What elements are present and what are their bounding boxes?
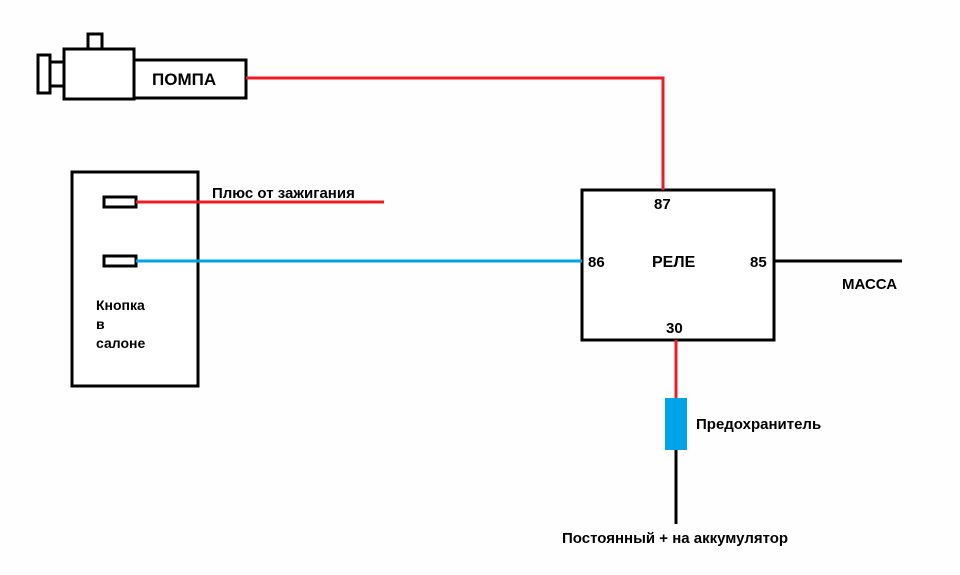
- pump-label: ПОМПА: [152, 70, 216, 90]
- pump-nozzle: [88, 34, 102, 49]
- button-pin-1: [104, 197, 136, 207]
- pin-30-label: 30: [666, 320, 683, 337]
- fuse-label: Предохранитель: [696, 416, 821, 433]
- battery-label: Постоянный + на аккумулятор: [562, 530, 788, 547]
- wiring-diagram: [0, 0, 960, 575]
- ground-label: МАССА: [842, 276, 897, 293]
- pump-body: [64, 49, 134, 99]
- ignition-plus-label: Плюс от зажигания: [212, 185, 355, 202]
- relay-label: РЕЛЕ: [652, 254, 695, 272]
- pin-87-label: 87: [654, 196, 671, 213]
- pump-cap: [38, 55, 50, 93]
- pin-86-label: 86: [588, 254, 605, 271]
- button-pin-2: [104, 256, 136, 266]
- pin-85-label: 85: [750, 254, 767, 271]
- fuse-rect: [665, 398, 687, 450]
- button-label: Кнопка в салоне: [96, 296, 145, 353]
- wire-pump-to-relay: [246, 78, 663, 190]
